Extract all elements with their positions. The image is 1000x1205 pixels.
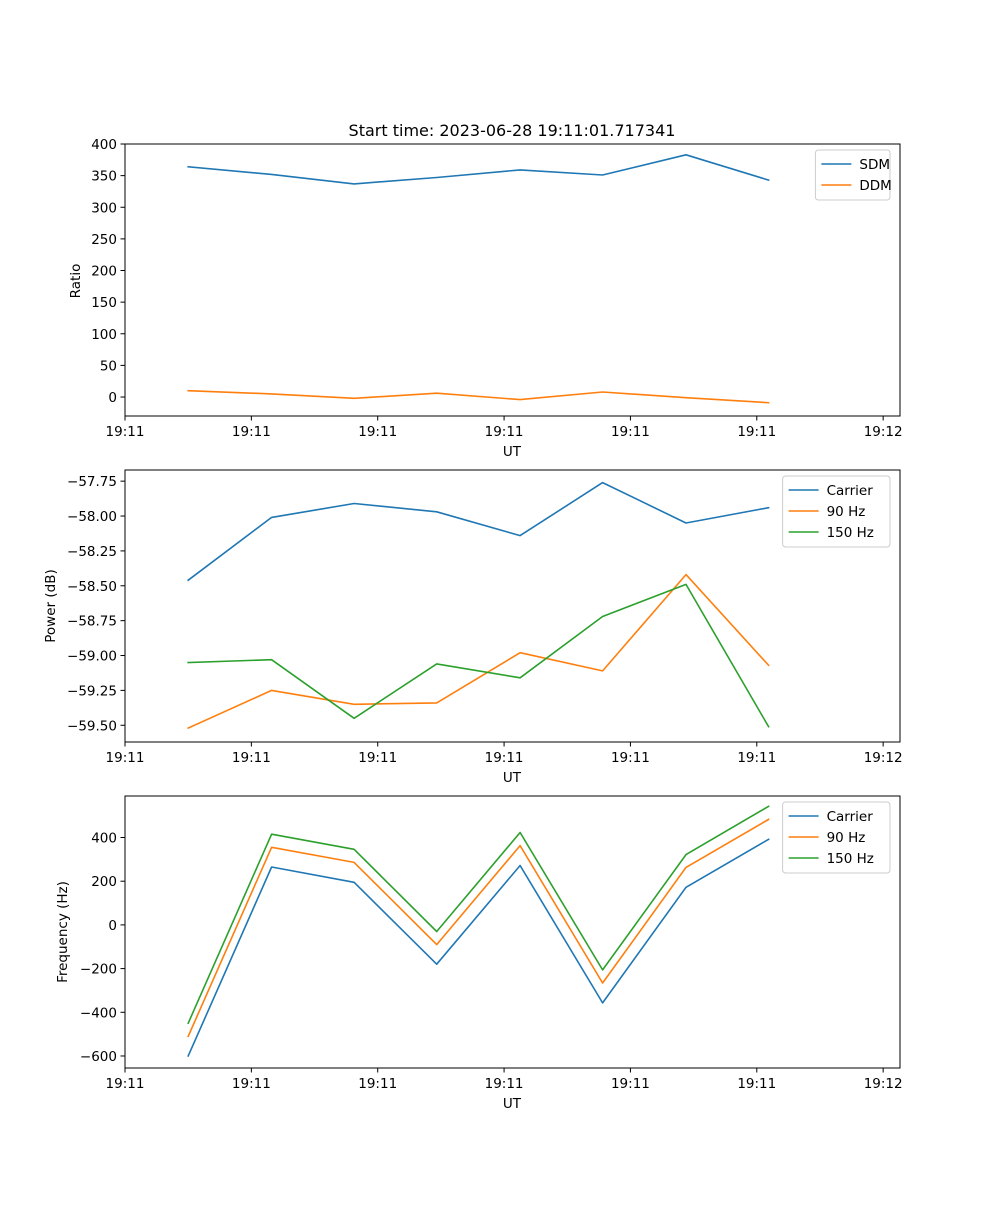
legend-entry: 90 Hz — [827, 830, 866, 846]
series-line-carrier — [187, 481, 770, 582]
x-tick-label: 19:11 — [737, 1076, 776, 1092]
legend: Carrier 90 Hz 150 Hz — [782, 801, 891, 874]
x-tick-label: 19:11 — [611, 1076, 650, 1092]
legend-entry: SDM — [859, 157, 890, 173]
legend: SDM DDM — [814, 149, 892, 201]
x-tick-label: 19:11 — [485, 1076, 524, 1092]
legend-entry: Carrier — [827, 809, 874, 825]
y-tick-label: 350 — [91, 169, 117, 185]
x-axis-label: UT — [503, 1096, 522, 1112]
x-tick-label: 19:11 — [106, 750, 145, 766]
y-tick-label: −600 — [80, 1049, 117, 1065]
y-tick-label: 150 — [91, 295, 117, 311]
y-tick-label: −200 — [80, 962, 117, 978]
x-tick-label: 19:11 — [232, 424, 271, 440]
y-tick-label: 200 — [91, 264, 117, 280]
frequency-chart: Frequency (Hz) UT 19:11 19:11 19:11 19:11 19… — [55, 795, 903, 1112]
legend-entry: 150 Hz — [827, 525, 874, 541]
series-line-carrier — [187, 838, 770, 1058]
legend-box — [782, 475, 891, 548]
series-line-150-hz — [187, 805, 770, 1025]
y-tick-label: 0 — [108, 918, 117, 934]
y-tick-label: −58.00 — [67, 509, 117, 525]
x-tick-label: 19:11 — [106, 424, 145, 440]
y-tick-label: −58.75 — [67, 614, 117, 630]
y-tick-label: −58.25 — [67, 544, 117, 560]
y-tick-label: 400 — [91, 137, 117, 153]
y-tick-label: 300 — [91, 200, 117, 216]
x-tick-label: 19:11 — [232, 750, 271, 766]
x-tick-label: 19:11 — [611, 424, 650, 440]
x-axis-label: UT — [503, 444, 522, 460]
x-tick-label: 19:11 — [106, 1076, 145, 1092]
plot-frame — [124, 143, 901, 417]
x-tick-label: 19:11 — [737, 750, 776, 766]
y-tick-label: 250 — [91, 232, 117, 248]
y-tick-label: −59.25 — [67, 683, 117, 699]
series-line-ddm — [187, 389, 770, 404]
legend-entry: 150 Hz — [827, 851, 874, 867]
legend: Carrier 90 Hz 150 Hz — [782, 475, 891, 548]
x-axis-label: UT — [503, 770, 522, 786]
series-line-90-hz — [187, 818, 770, 1038]
x-tick-label: 19:11 — [358, 750, 397, 766]
x-tick-label: 19:11 — [485, 750, 524, 766]
power-chart: Power (dB) UT 19:11 19:11 19:11 19:11 19:11 1… — [43, 469, 903, 786]
y-tick-label: −400 — [80, 1005, 117, 1021]
x-tick-label: 19:11 — [358, 424, 397, 440]
y-axis-label: Ratio — [68, 264, 84, 299]
y-axis-label: Power (dB) — [43, 569, 59, 642]
x-tick-label: 19:11 — [232, 1076, 271, 1092]
series-line-90-hz — [187, 573, 770, 730]
y-tick-label: −57.75 — [67, 474, 117, 490]
plot-frame — [124, 795, 901, 1069]
x-tick-label: 19:11 — [611, 750, 650, 766]
series-line-150-hz — [187, 583, 770, 728]
y-axis-label: Frequency (Hz) — [55, 881, 71, 983]
y-tick-label: 0 — [108, 390, 117, 406]
y-tick-label: −59.50 — [67, 718, 117, 734]
series-line-sdm — [187, 154, 770, 185]
y-tick-label: 400 — [91, 831, 117, 847]
x-tick-label: 19:11 — [358, 1076, 397, 1092]
legend-entry: DDM — [859, 178, 891, 194]
legend-entry: Carrier — [827, 483, 874, 499]
x-tick-label: 19:12 — [864, 750, 903, 766]
legend-box — [782, 801, 891, 874]
y-tick-label: −59.00 — [67, 649, 117, 665]
legend-box — [814, 149, 891, 201]
y-tick-label: 50 — [100, 358, 117, 374]
ratio-chart: Start time: 2023-06-28 19:11:01.717341 R… — [68, 121, 903, 460]
y-tick-label: −58.50 — [67, 579, 117, 595]
x-tick-label: 19:12 — [864, 424, 903, 440]
legend-entry: 90 Hz — [827, 504, 866, 520]
x-tick-label: 19:11 — [485, 424, 524, 440]
y-tick-label: 100 — [91, 327, 117, 343]
chart-title: Start time: 2023-06-28 19:11:01.717341 — [349, 121, 676, 140]
plot-frame — [124, 469, 901, 743]
x-tick-label: 19:12 — [864, 1076, 903, 1092]
x-tick-label: 19:11 — [737, 424, 776, 440]
y-tick-label: 200 — [91, 874, 117, 890]
